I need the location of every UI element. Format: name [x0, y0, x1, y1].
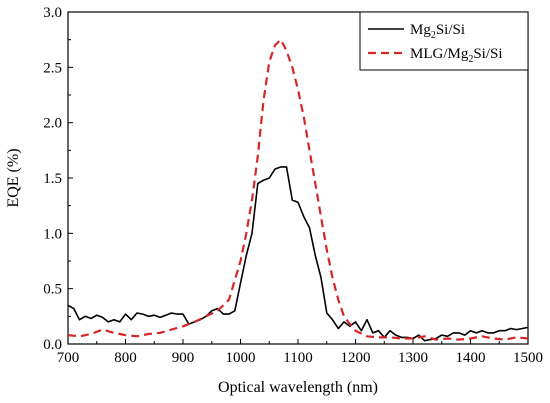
legend-label-0: Mg2Si/Si — [410, 22, 465, 41]
x-tick-label: 1100 — [283, 350, 312, 366]
y-tick-label: 2.5 — [43, 60, 62, 76]
x-tick-label: 1400 — [456, 350, 486, 366]
x-tick-label: 800 — [114, 350, 137, 366]
y-tick-label: 0.0 — [43, 337, 62, 353]
x-axis-title: Optical wavelength (nm) — [218, 379, 378, 396]
y-axis-ticks: 0.0 0.5 1.0 1.5 2.0 2.5 3.0 — [43, 5, 73, 353]
y-tick-label: 1.5 — [43, 171, 62, 187]
y-tick-label: 2.0 — [43, 116, 62, 132]
y-tick-label: 0.5 — [43, 282, 62, 298]
y-tick-label: 1.0 — [43, 226, 62, 242]
x-tick-label: 700 — [57, 350, 80, 366]
x-tick-label: 900 — [172, 350, 195, 366]
legend-box — [359, 11, 529, 71]
legend-label-1: MLG/Mg2Si/Si — [410, 46, 503, 65]
x-tick-label: 1300 — [398, 350, 428, 366]
y-axis-title: EQE (%) — [5, 148, 22, 207]
legend: Mg2Si/Si MLG/Mg2Si/Si — [359, 11, 529, 71]
y-tick-label: 3.0 — [43, 5, 62, 21]
x-axis-ticks: 700 800 900 1000 1100 1200 1300 1400 1500 — [57, 339, 543, 366]
series-line-1 — [67, 38, 529, 341]
x-tick-label: 1000 — [226, 350, 256, 366]
x-tick-label: 1200 — [341, 350, 371, 366]
series-line-0 — [67, 166, 529, 342]
x-tick-label: 1500 — [513, 350, 543, 366]
series-layer — [67, 38, 529, 342]
